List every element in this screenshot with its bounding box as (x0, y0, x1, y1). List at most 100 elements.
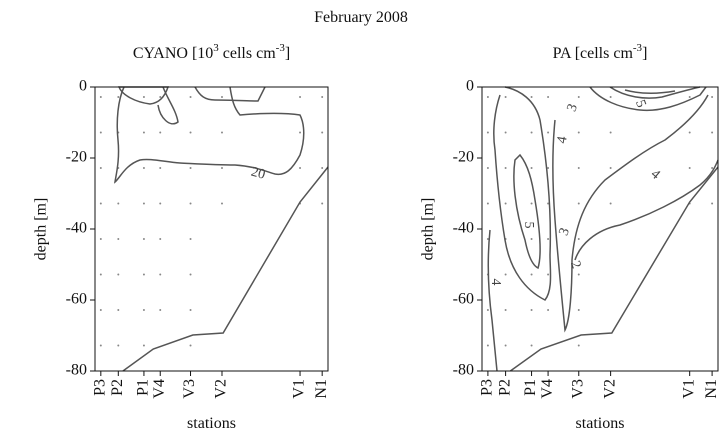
sample-point (577, 202, 580, 205)
y-tick-label: -60 (453, 291, 474, 308)
sample-point (530, 273, 533, 276)
sample-point (530, 167, 533, 169)
sample-point (189, 273, 192, 276)
sample-point (142, 131, 145, 134)
sample-point (504, 309, 507, 311)
x-tick-label: V2 (601, 379, 618, 399)
sample-point (688, 96, 691, 98)
y-tick-label: 0 (79, 78, 87, 95)
sample-point (577, 131, 580, 134)
sample-point (577, 96, 580, 98)
sample-point (504, 96, 507, 98)
contour-label: 4 (555, 135, 571, 144)
sample-point (530, 202, 533, 205)
sample-point (117, 344, 120, 347)
y-tick-label: -40 (66, 220, 87, 237)
sample-point (189, 238, 192, 240)
sample-point (299, 131, 302, 134)
panel-title: CYANO [103 cells cm-3] (133, 42, 290, 62)
sample-point (117, 96, 120, 98)
sample-point (189, 309, 192, 311)
sample-point (530, 344, 533, 347)
sample-point (189, 167, 192, 169)
plot-frame (94, 86, 329, 372)
sample-point (609, 167, 612, 169)
contour-label: 4 (648, 167, 663, 183)
sample-point (159, 96, 162, 98)
sample-point (486, 167, 489, 169)
sample-point (99, 96, 102, 98)
sample-point (577, 238, 580, 240)
title-part: cells cm (219, 45, 276, 62)
sample-point (711, 131, 714, 134)
x-tick-label: P2 (496, 379, 513, 396)
contour-line (609, 86, 701, 99)
figure-title: February 2008 (314, 9, 408, 26)
sample-point (504, 131, 507, 134)
title-part: PA [cells cm (553, 45, 634, 62)
sample-point (299, 167, 302, 169)
sample-point (142, 309, 145, 311)
x-tick-label: V3 (181, 379, 198, 399)
y-axis-label: depth [m] (33, 198, 50, 261)
sample-point (547, 96, 550, 98)
contour-line (194, 86, 266, 102)
x-tick-label: P1 (522, 379, 539, 396)
contour-label: 3 (556, 226, 572, 238)
contour-line (487, 229, 498, 372)
sample-point (99, 309, 102, 311)
contour-label: 5 (632, 98, 648, 110)
x-tick-label: V3 (569, 379, 586, 399)
y-tick-label: -60 (66, 291, 87, 308)
sample-point (504, 273, 507, 276)
contour-label: 4 (488, 279, 503, 286)
seafloor (122, 166, 329, 372)
sample-point (159, 273, 162, 276)
sample-point (159, 309, 162, 311)
x-tick-label: N1 (313, 379, 330, 399)
title-part: ] (642, 45, 647, 62)
contour-label: 3 (564, 102, 580, 114)
contour-line (157, 86, 179, 125)
sample-point (142, 344, 145, 347)
sample-point (577, 167, 580, 169)
superscript: 3 (213, 42, 219, 54)
panel-title: PA [cells cm-3] (553, 42, 648, 62)
y-tick-label: -20 (66, 149, 87, 166)
sample-point (609, 131, 612, 134)
sample-point (547, 167, 550, 169)
sample-point (117, 238, 120, 240)
contour-label: 5 (521, 222, 536, 229)
sample-point (189, 96, 192, 98)
x-tick-label: P1 (135, 379, 152, 396)
sample-point (99, 131, 102, 134)
sample-point (220, 96, 223, 98)
y-axis-label: depth [m] (420, 198, 437, 261)
x-tick-label: V2 (213, 379, 230, 399)
sample-point (577, 273, 580, 276)
sample-point (530, 309, 533, 311)
title-part: ] (285, 45, 290, 62)
sample-point (688, 167, 691, 169)
sample-point (321, 167, 324, 169)
sample-point (220, 167, 223, 169)
sample-point (117, 202, 120, 205)
sample-point (159, 202, 162, 205)
sample-point (117, 309, 120, 311)
title-part: CYANO [10 (133, 45, 213, 62)
superscript: -3 (276, 42, 286, 54)
y-tick-label: -80 (453, 362, 474, 379)
sample-point (547, 131, 550, 134)
sample-point (142, 273, 145, 276)
x-tick-label: P3 (479, 379, 496, 396)
sample-point (530, 96, 533, 98)
plot-frame (481, 86, 719, 372)
sample-point (609, 96, 612, 98)
x-axis-label: stations (187, 415, 236, 432)
y-tick-label: -20 (453, 149, 474, 166)
sample-point (159, 238, 162, 240)
superscript: -3 (633, 42, 643, 54)
sample-point (99, 238, 102, 240)
sample-point (486, 344, 489, 347)
contour-line (574, 159, 719, 261)
